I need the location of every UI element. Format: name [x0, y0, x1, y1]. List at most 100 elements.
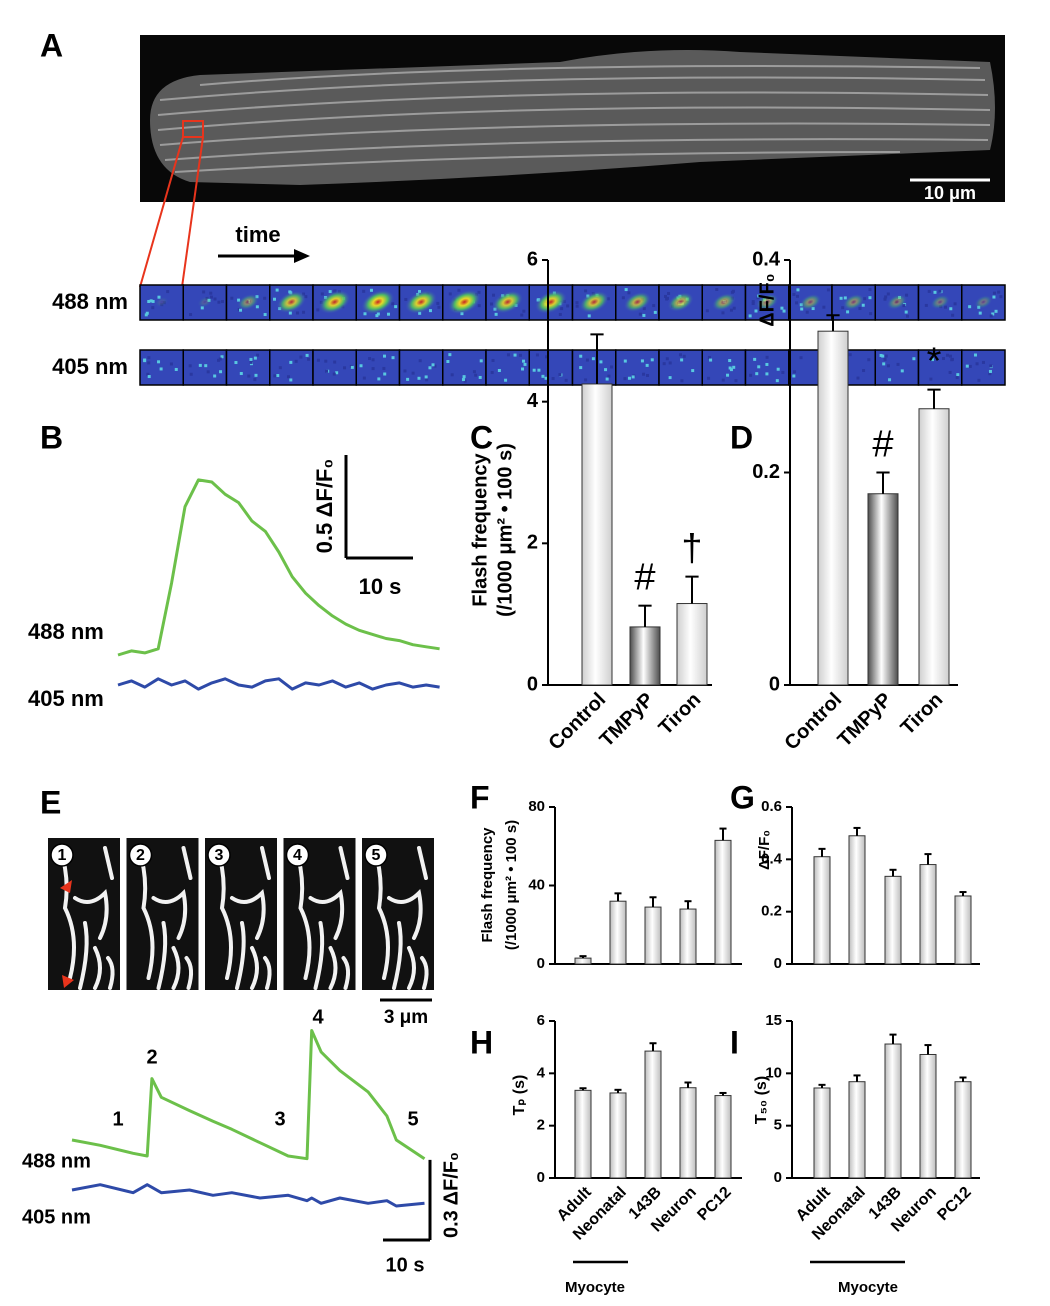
speckle — [263, 296, 267, 300]
scale-bar-label: 10 μm — [924, 183, 976, 203]
speckle — [490, 371, 494, 375]
speckle — [776, 367, 780, 371]
speckle — [607, 374, 611, 378]
speckle — [623, 359, 627, 363]
speckle — [732, 306, 736, 310]
trace — [117, 478, 440, 657]
speckle — [371, 367, 375, 371]
speckle — [494, 312, 498, 316]
speckle — [209, 295, 213, 299]
speckle — [217, 358, 221, 362]
cell — [150, 49, 995, 185]
y-tick-label: 0 — [537, 955, 545, 972]
speckle — [147, 356, 151, 360]
speckle — [213, 374, 217, 378]
arrow — [62, 975, 74, 988]
bar — [817, 330, 849, 686]
x-tick-label: TMPyP — [596, 689, 659, 752]
panel-label: B — [40, 419, 63, 455]
speckle — [867, 358, 871, 362]
speckle — [992, 291, 996, 295]
speckle — [234, 361, 238, 365]
speckle — [822, 305, 826, 309]
speckle — [755, 372, 759, 376]
trace — [117, 677, 440, 691]
y-tick-label: 0.2 — [752, 461, 780, 483]
speckle — [377, 377, 381, 381]
speckle — [751, 300, 755, 304]
speckle — [749, 373, 753, 377]
speckle — [757, 365, 761, 369]
speckle — [217, 300, 221, 304]
speckle — [147, 361, 151, 365]
speckle — [680, 358, 684, 362]
speckle — [428, 309, 432, 313]
speckle — [748, 314, 752, 318]
speckle — [653, 310, 657, 314]
speckle — [169, 362, 173, 366]
speckle — [989, 314, 993, 318]
speckle — [856, 376, 860, 380]
speckle — [289, 378, 293, 382]
speckle — [678, 353, 682, 357]
speckle — [826, 288, 830, 292]
frame — [182, 349, 228, 386]
speckle — [775, 379, 779, 383]
y-tick-label: 0 — [769, 673, 780, 695]
y-tick-label: 0 — [537, 1169, 545, 1186]
frame-number: 4 — [293, 847, 302, 864]
speckle — [721, 378, 725, 382]
speckle — [884, 295, 888, 299]
speckle — [417, 376, 421, 380]
trace — [71, 1183, 425, 1208]
frame-number: 5 — [372, 847, 381, 864]
speckle — [965, 364, 969, 368]
speckle — [883, 297, 887, 301]
speckle — [477, 304, 481, 308]
speckle — [863, 297, 867, 301]
bar — [919, 1053, 937, 1179]
x-tick-label: Tiron — [655, 689, 706, 740]
speckle — [362, 289, 366, 293]
speckle — [858, 307, 862, 311]
speckle — [256, 353, 260, 357]
speckle — [371, 358, 375, 362]
frame-number: 3 — [215, 847, 224, 864]
speckle — [953, 302, 957, 306]
group-label: Myocyte — [838, 1279, 898, 1296]
speckle — [249, 360, 253, 364]
annotation: 3 — [274, 1108, 285, 1130]
speckle — [209, 291, 213, 295]
speckle — [968, 305, 972, 309]
speckle — [610, 365, 614, 369]
flash — [535, 290, 567, 314]
speckle — [504, 378, 508, 382]
bar — [574, 1089, 592, 1179]
speckle — [948, 370, 952, 374]
speckle — [707, 355, 711, 359]
speckle — [841, 306, 845, 310]
y-axis-label: Flash frequency — [479, 827, 496, 943]
speckle — [989, 364, 993, 368]
speckle — [843, 296, 847, 300]
speckle — [198, 363, 202, 367]
speckle — [521, 367, 525, 371]
speckle — [780, 306, 784, 310]
speckle — [433, 364, 437, 368]
speckle — [522, 309, 526, 313]
speckle — [492, 293, 496, 297]
speckle — [220, 355, 224, 359]
bar — [609, 1092, 627, 1179]
speckle — [726, 373, 730, 377]
speckle — [591, 357, 595, 361]
speckle — [882, 362, 886, 366]
y-tick-label: 15 — [765, 1012, 782, 1029]
speckle — [709, 358, 713, 362]
speckle — [418, 311, 422, 315]
bar — [644, 1050, 662, 1179]
bar — [919, 864, 937, 965]
speckle — [848, 353, 852, 357]
speckle — [883, 357, 887, 361]
flash — [842, 293, 865, 311]
